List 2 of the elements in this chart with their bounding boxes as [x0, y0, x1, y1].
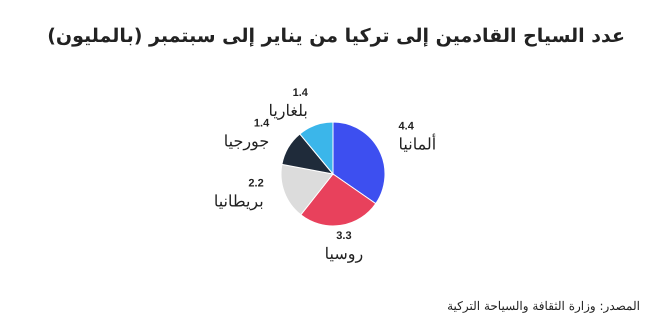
title: عدد السياح القادمين إلى تركيا من يناير إلى سبتمبر (بالمليون): [47, 25, 625, 47]
annotation: المصدر: وزارة الثقافة والسياحة التركية: [447, 299, 640, 313]
